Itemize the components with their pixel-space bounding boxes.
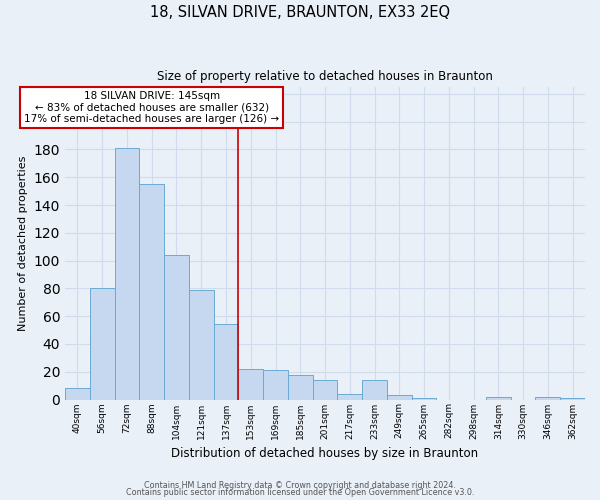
- Title: Size of property relative to detached houses in Braunton: Size of property relative to detached ho…: [157, 70, 493, 83]
- Bar: [412, 398, 436, 400]
- Bar: [90, 288, 115, 400]
- Y-axis label: Number of detached properties: Number of detached properties: [18, 156, 28, 331]
- Bar: [214, 324, 238, 400]
- Bar: [387, 396, 412, 400]
- Bar: [238, 369, 263, 400]
- Bar: [164, 255, 189, 400]
- Bar: [313, 380, 337, 400]
- Bar: [115, 148, 139, 400]
- Bar: [65, 388, 90, 400]
- Text: Contains public sector information licensed under the Open Government Licence v3: Contains public sector information licen…: [126, 488, 474, 497]
- Bar: [535, 396, 560, 400]
- Bar: [189, 290, 214, 400]
- Bar: [139, 184, 164, 400]
- Bar: [337, 394, 362, 400]
- Bar: [486, 396, 511, 400]
- Text: 18, SILVAN DRIVE, BRAUNTON, EX33 2EQ: 18, SILVAN DRIVE, BRAUNTON, EX33 2EQ: [150, 5, 450, 20]
- Bar: [362, 380, 387, 400]
- Text: Contains HM Land Registry data © Crown copyright and database right 2024.: Contains HM Land Registry data © Crown c…: [144, 480, 456, 490]
- X-axis label: Distribution of detached houses by size in Braunton: Distribution of detached houses by size …: [172, 447, 479, 460]
- Bar: [560, 398, 585, 400]
- Bar: [288, 374, 313, 400]
- Bar: [263, 370, 288, 400]
- Text: 18 SILVAN DRIVE: 145sqm
← 83% of detached houses are smaller (632)
17% of semi-d: 18 SILVAN DRIVE: 145sqm ← 83% of detache…: [24, 91, 279, 124]
